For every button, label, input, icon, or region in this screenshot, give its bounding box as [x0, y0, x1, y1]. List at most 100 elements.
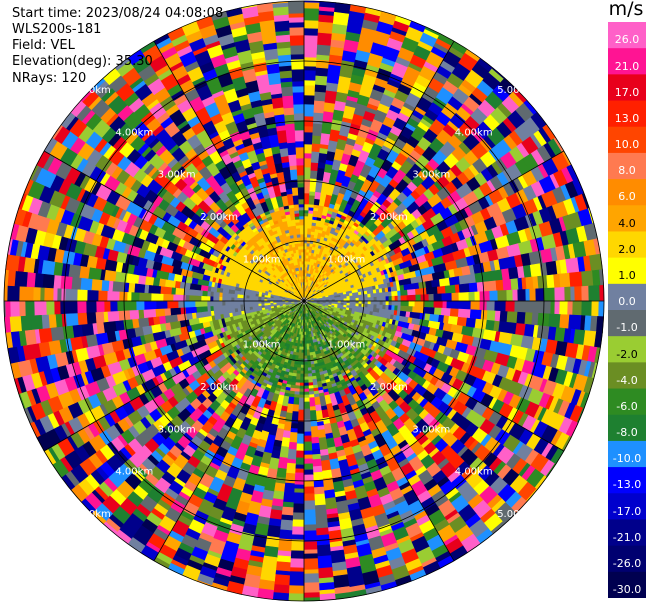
velocity-gate — [424, 300, 435, 309]
velocity-gate — [303, 441, 313, 452]
velocity-gate — [293, 484, 305, 490]
velocity-gate — [465, 317, 477, 329]
velocity-gate — [311, 142, 321, 153]
velocity-gate — [406, 294, 417, 302]
velocity-gate — [468, 291, 476, 302]
velocity-gate — [367, 297, 372, 302]
velocity-gate — [303, 573, 320, 584]
velocity-gate — [385, 300, 390, 306]
velocity-gate — [572, 300, 583, 316]
velocity-gate — [358, 300, 363, 305]
velocity-gate — [295, 457, 305, 466]
velocity-gate — [570, 286, 576, 302]
velocity-gate — [517, 289, 527, 302]
velocity-gate — [303, 361, 308, 366]
velocity-gate — [317, 21, 334, 34]
velocity-gate — [311, 442, 320, 451]
velocity-gate — [303, 34, 319, 47]
velocity-gate — [303, 143, 313, 154]
velocity-gate — [352, 297, 357, 302]
velocity-gate — [303, 27, 319, 36]
velocity-gate — [303, 463, 314, 471]
velocity-gate — [310, 169, 319, 180]
velocity-gate — [420, 294, 430, 302]
velocity-gate — [259, 567, 277, 582]
velocity-gate — [303, 549, 318, 555]
velocity-gate — [275, 561, 291, 572]
velocity-gate — [288, 431, 298, 444]
velocity-gate — [324, 497, 338, 511]
velocity-gate — [314, 83, 328, 93]
velocity-gate — [296, 421, 305, 435]
velocity-gate — [317, 429, 326, 439]
velocity-gate — [303, 192, 311, 205]
velocity-gate — [394, 300, 399, 307]
velocity-gate — [391, 295, 396, 302]
velocity-gate — [312, 465, 323, 474]
velocity-gate — [293, 492, 305, 505]
velocity-gate — [367, 300, 372, 305]
velocity-gate — [358, 294, 363, 299]
velocity-gate — [388, 296, 393, 302]
velocity-gate — [433, 300, 444, 309]
velocity-gate — [444, 284, 457, 294]
velocity-gate — [303, 84, 316, 96]
velocity-gate — [303, 431, 312, 437]
velocity-gate — [441, 292, 453, 302]
velocity-gate — [388, 300, 393, 306]
velocity-gate — [536, 325, 550, 340]
velocity-gate — [313, 493, 326, 507]
velocity-gate — [512, 289, 519, 302]
velocity-gate — [422, 306, 432, 315]
velocity-gate — [397, 295, 402, 302]
velocity-gate — [303, 218, 309, 223]
velocity-gate — [303, 221, 309, 226]
velocity-gate — [281, 506, 294, 517]
velocity-gate — [581, 285, 590, 302]
velocity-gate — [300, 364, 305, 369]
velocity-gate — [524, 312, 534, 326]
velocity-gate — [293, 488, 305, 494]
velocity-gate — [273, 574, 290, 586]
velocity-gate — [352, 300, 357, 305]
velocity-gate — [446, 300, 460, 310]
velocity-gate — [303, 203, 310, 208]
velocity-gate — [309, 419, 318, 428]
velocity-gate — [312, 122, 323, 137]
velocity-gate — [497, 290, 508, 302]
velocity-gate — [303, 358, 308, 363]
velocity-gate — [565, 257, 580, 274]
velocity-gate — [300, 358, 305, 363]
velocity-gate — [288, 578, 305, 587]
velocity-gate — [407, 288, 417, 296]
velocity-gate — [385, 296, 390, 302]
velocity-gate — [321, 469, 333, 480]
velocity-gate — [458, 292, 470, 302]
velocity-gate — [315, 66, 329, 77]
velocity-gate — [472, 262, 486, 275]
velocity-gate — [567, 300, 574, 316]
velocity-gate — [303, 1, 320, 9]
velocity-gate — [303, 364, 308, 369]
velocity-gate — [303, 592, 320, 599]
velocity-gate — [494, 300, 507, 312]
velocity-gate — [525, 288, 531, 302]
velocity-gate — [431, 279, 441, 288]
velocity-gate — [320, 459, 332, 472]
velocity-gate — [525, 276, 535, 290]
velocity-gate — [303, 236, 308, 241]
velocity-gate — [303, 182, 311, 194]
velocity-gate — [415, 294, 422, 302]
velocity-gate — [358, 297, 363, 302]
velocity-gate — [285, 462, 296, 475]
velocity-gate — [310, 425, 319, 439]
velocity-gate — [474, 291, 481, 302]
velocity-gate — [295, 450, 305, 459]
velocity-gate — [303, 166, 312, 176]
velocity-gate — [449, 308, 460, 318]
velocity-gate — [300, 349, 305, 354]
velocity-gate — [502, 278, 513, 291]
velocity-gate — [299, 367, 305, 372]
velocity-gate — [376, 296, 381, 302]
velocity-gate — [322, 110, 335, 123]
